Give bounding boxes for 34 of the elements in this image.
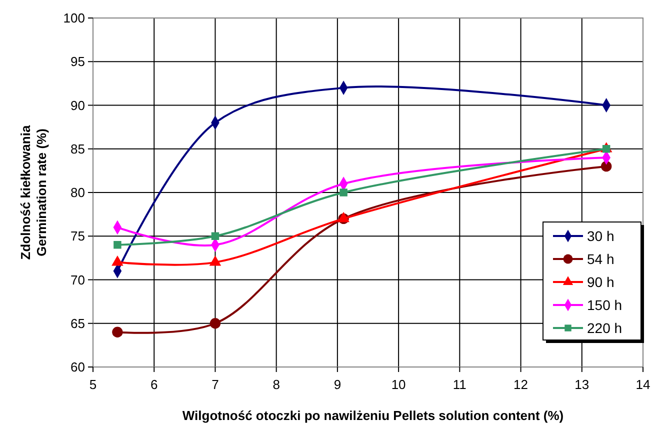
y-tick-label: 65 [70, 316, 85, 331]
x-tick-label: 8 [272, 377, 280, 392]
y-tick-label: 90 [70, 98, 85, 113]
point [209, 256, 222, 266]
y-tick-label: 100 [63, 10, 85, 26]
point [340, 188, 348, 196]
y-tick-label: 85 [70, 141, 85, 156]
x-tick-label: 7 [212, 377, 219, 392]
y-tick-label: 75 [70, 228, 85, 244]
y-tick-label: 70 [70, 272, 85, 288]
point [211, 232, 220, 240]
y-axis-title: Zdolność kiełkowania Germination rate (%) [18, 124, 49, 260]
x-tick-label: 14 [636, 377, 650, 392]
x-tick-label: 6 [150, 377, 158, 392]
legend-label: 150 h [587, 296, 622, 313]
x-tick-label: 5 [89, 377, 97, 392]
legend-label: 30 h [587, 228, 614, 244]
x-tick-label: 9 [334, 377, 342, 392]
y-tick-label: 60 [70, 360, 85, 375]
x-tick-label: 11 [452, 377, 466, 392]
legend-label: 54 h [587, 250, 614, 267]
point [600, 160, 612, 172]
legend-label: 90 h [587, 274, 614, 290]
point [114, 240, 122, 249]
x-tick-label: 12 [514, 377, 528, 392]
point [112, 256, 124, 266]
x-tick-label: 13 [574, 377, 590, 392]
y-tick-label: 95 [70, 54, 85, 70]
point [112, 326, 123, 338]
legend-label: 220 h [587, 320, 622, 336]
x-axis-title: Wilgotność otoczki po nawilżeniu Pellets solution content (%) [182, 408, 564, 423]
point [210, 318, 221, 329]
y-tick-label: 80 [70, 185, 85, 200]
x-tick-label: 10 [391, 377, 406, 392]
